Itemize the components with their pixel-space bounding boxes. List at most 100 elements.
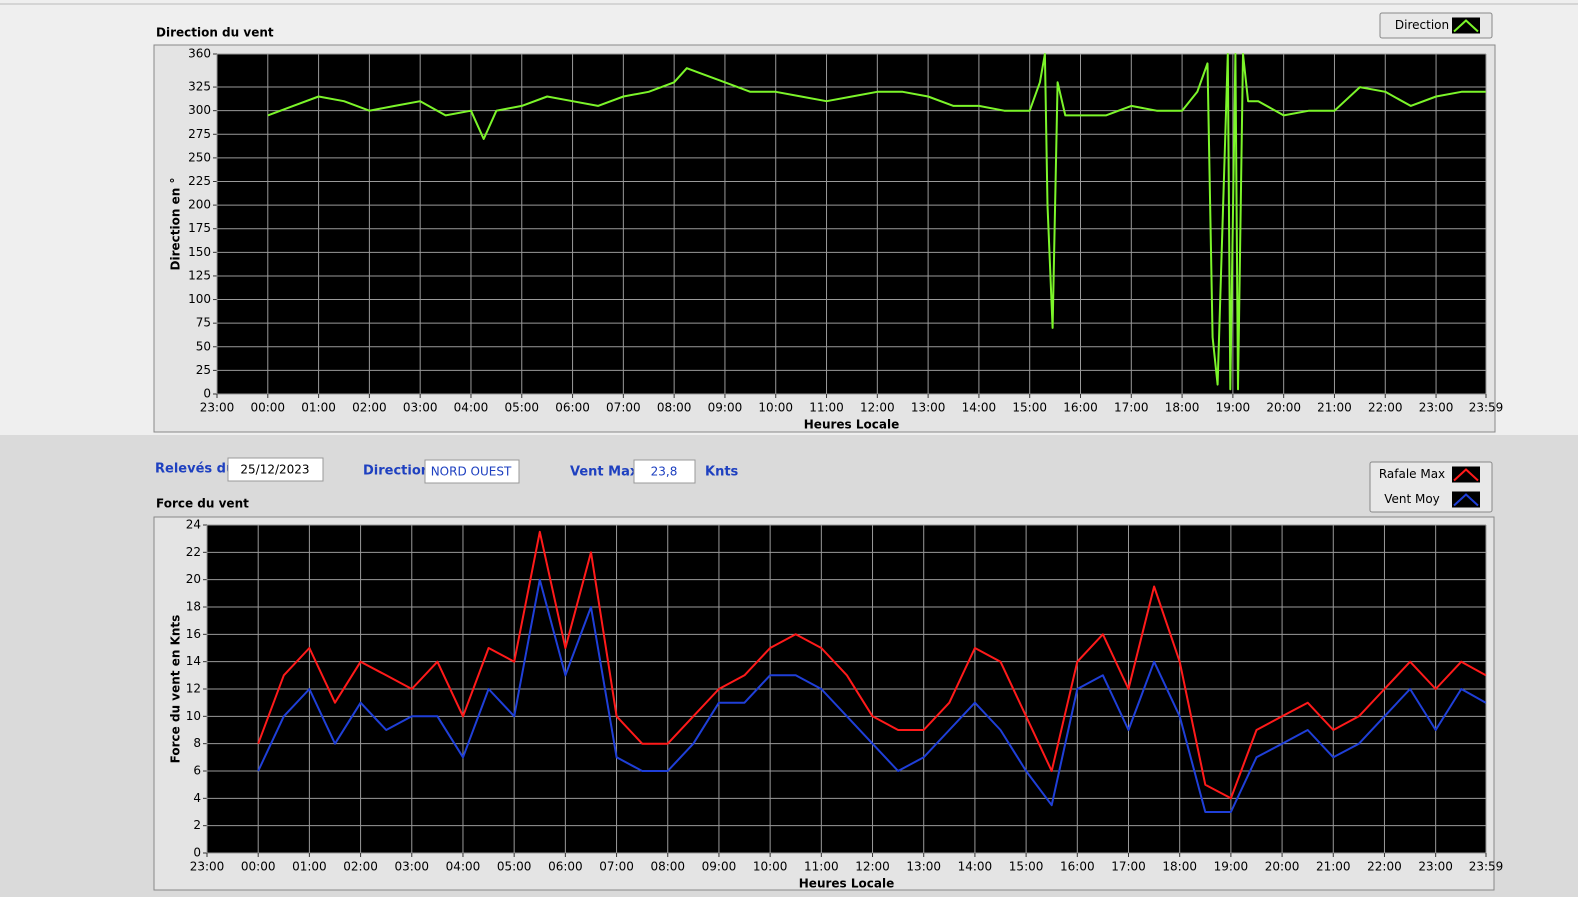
- y-tick-label: 125: [188, 268, 211, 282]
- y-tick-label: 300: [188, 103, 211, 117]
- y-tick-label: 50: [196, 339, 211, 353]
- x-tick-label: 20:00: [1265, 860, 1300, 874]
- x-tick-label: 00:00: [250, 401, 285, 415]
- legend-label: Direction: [1395, 18, 1449, 32]
- x-tick-label: 23:59: [1469, 401, 1504, 415]
- y-tick-label: 0: [193, 846, 201, 860]
- legend-swatch: [1453, 19, 1479, 33]
- x-tick-label: 14:00: [962, 401, 997, 415]
- x-tick-label: 11:00: [809, 401, 844, 415]
- y-tick-label: 360: [188, 47, 211, 61]
- x-tick-label: 11:00: [804, 860, 839, 874]
- data-line: [267, 53, 1486, 391]
- x-tick-label: 19:00: [1216, 401, 1251, 415]
- y-tick-label: 200: [188, 198, 211, 212]
- legend-label: Vent Moy: [1384, 492, 1440, 506]
- x-tick-label: 07:00: [606, 401, 641, 415]
- chart-title: Direction du vent: [156, 26, 274, 40]
- x-tick-label: 23:59: [1469, 860, 1504, 874]
- x-tick-label: 06:00: [555, 401, 590, 415]
- x-tick-label: 12:00: [860, 401, 895, 415]
- y-axis-label: Force du vent en Knts: [169, 615, 183, 764]
- y-tick-label: 12: [186, 682, 201, 696]
- data-line: [257, 578, 1487, 813]
- x-tick-label: 17:00: [1111, 860, 1146, 874]
- x-tick-label: 08:00: [650, 860, 685, 874]
- x-tick-label: 23:00: [190, 860, 225, 874]
- x-tick-label: 15:00: [1009, 860, 1044, 874]
- x-tick-label: 10:00: [758, 401, 793, 415]
- y-tick-label: 20: [186, 572, 201, 586]
- x-tick-label: 05:00: [497, 860, 532, 874]
- y-tick-label: 8: [193, 736, 201, 750]
- x-axis-label: Heures Locale: [804, 418, 899, 432]
- date-field[interactable]: [227, 457, 324, 482]
- plot-area: [217, 54, 1486, 394]
- data-line: [257, 530, 1487, 800]
- legend-label: Rafale Max: [1379, 467, 1445, 481]
- x-tick-label: 13:00: [911, 401, 946, 415]
- y-axis-label: Direction en °: [169, 178, 183, 271]
- x-tick-label: 22:00: [1367, 860, 1402, 874]
- direction-field[interactable]: [424, 459, 520, 484]
- legend-swatch-bg: [1452, 466, 1480, 483]
- y-tick-label: 6: [193, 764, 201, 778]
- legend-swatch-bg: [1452, 17, 1480, 34]
- x-tick-label: 03:00: [394, 860, 429, 874]
- x-tick-label: 06:00: [548, 860, 583, 874]
- legend-swatch-bg: [1452, 491, 1480, 508]
- date-label: Relevés du: [155, 462, 235, 477]
- x-tick-label: 04:00: [454, 401, 489, 415]
- x-tick-label: 01:00: [301, 401, 336, 415]
- x-tick-label: 01:00: [292, 860, 327, 874]
- x-tick-label: 08:00: [657, 401, 692, 415]
- x-tick-label: 09:00: [708, 401, 743, 415]
- y-tick-label: 4: [193, 791, 201, 805]
- x-tick-label: 00:00: [241, 860, 276, 874]
- x-tick-label: 07:00: [599, 860, 634, 874]
- max-value: 23,8: [651, 465, 678, 479]
- y-tick-label: 16: [186, 627, 201, 641]
- y-tick-label: 250: [188, 150, 211, 164]
- max-unit: Knts: [705, 465, 739, 480]
- x-tick-label: 04:00: [446, 860, 481, 874]
- x-tick-label: 10:00: [753, 860, 788, 874]
- x-tick-label: 21:00: [1316, 860, 1351, 874]
- x-tick-label: 15:00: [1012, 401, 1047, 415]
- x-tick-label: 14:00: [958, 860, 993, 874]
- x-tick-label: 23:00: [1418, 860, 1453, 874]
- chart-title: Force du vent: [156, 497, 249, 511]
- y-tick-label: 25: [196, 363, 211, 377]
- x-tick-label: 16:00: [1063, 401, 1098, 415]
- x-tick-label: 02:00: [343, 860, 378, 874]
- x-axis-label: Heures Locale: [799, 877, 894, 891]
- x-tick-label: 23:00: [200, 401, 235, 415]
- x-tick-label: 22:00: [1368, 401, 1403, 415]
- y-tick-label: 10: [186, 709, 201, 723]
- legend-swatch: [1453, 468, 1479, 482]
- legend-swatch: [1453, 493, 1479, 507]
- y-tick-label: 225: [188, 174, 211, 188]
- y-tick-label: 18: [186, 600, 201, 614]
- max-label: Vent Max: [570, 465, 639, 480]
- date-value: 25/12/2023: [240, 463, 309, 477]
- y-tick-label: 325: [188, 80, 211, 94]
- x-tick-label: 17:00: [1114, 401, 1149, 415]
- x-tick-label: 12:00: [855, 860, 890, 874]
- max-field[interactable]: [633, 459, 696, 484]
- y-tick-label: 100: [188, 292, 211, 306]
- x-tick-label: 13:00: [906, 860, 941, 874]
- y-tick-label: 2: [193, 818, 201, 832]
- x-tick-label: 18:00: [1165, 401, 1200, 415]
- y-tick-label: 14: [186, 654, 201, 668]
- x-tick-label: 21:00: [1317, 401, 1352, 415]
- x-tick-label: 09:00: [702, 860, 737, 874]
- x-tick-label: 18:00: [1162, 860, 1197, 874]
- direction-value: NORD OUEST: [431, 465, 512, 479]
- x-tick-label: 20:00: [1266, 401, 1301, 415]
- y-tick-label: 22: [186, 545, 201, 559]
- y-tick-label: 75: [196, 316, 211, 330]
- y-tick-label: 175: [188, 221, 211, 235]
